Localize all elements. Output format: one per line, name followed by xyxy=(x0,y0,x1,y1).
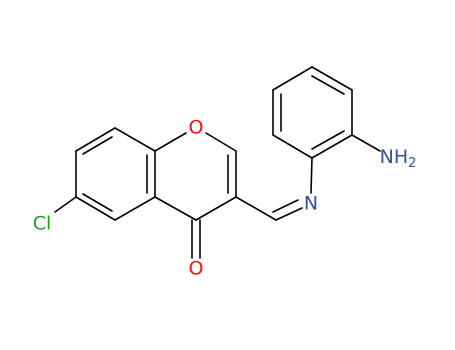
bond xyxy=(205,132,237,152)
bond xyxy=(154,196,197,221)
atom-label: N xyxy=(304,193,318,215)
bond xyxy=(154,132,187,152)
bond xyxy=(235,196,277,221)
bond xyxy=(54,196,77,213)
bond xyxy=(75,127,116,152)
bond xyxy=(272,66,313,91)
amine-symbol: NH xyxy=(380,146,409,168)
bond xyxy=(311,130,345,150)
bond xyxy=(311,66,353,91)
bond xyxy=(82,136,113,155)
bond xyxy=(275,207,303,221)
bond xyxy=(310,157,313,194)
bond xyxy=(311,134,353,159)
amine-subscript: 2 xyxy=(408,156,416,171)
bond xyxy=(311,75,345,95)
atom-label: O xyxy=(189,258,204,280)
atom-label: Cl xyxy=(33,213,52,235)
bond xyxy=(82,193,113,212)
bond xyxy=(272,134,313,159)
bonds xyxy=(54,66,381,259)
bond xyxy=(114,127,156,152)
bond xyxy=(272,199,299,213)
bond xyxy=(75,196,116,221)
bond xyxy=(195,196,237,221)
bond xyxy=(351,134,381,152)
atom-label: O xyxy=(189,117,204,139)
atom-label: NH2 xyxy=(380,146,417,171)
bond xyxy=(114,196,156,221)
